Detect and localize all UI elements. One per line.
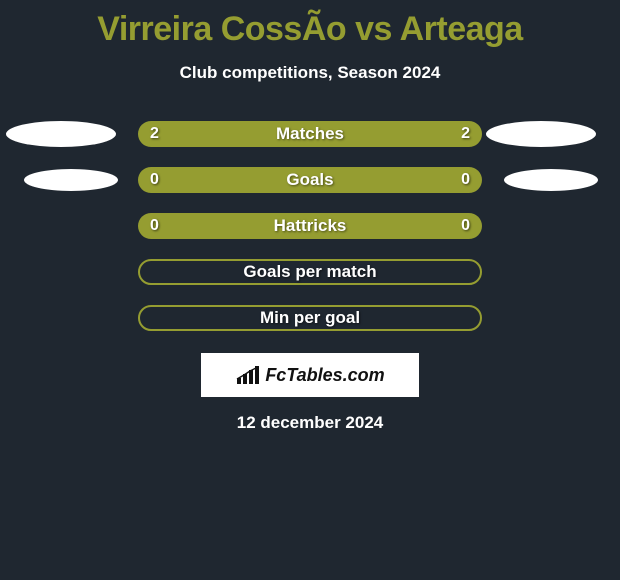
stat-label: Matches	[276, 124, 344, 144]
right-ellipse	[486, 121, 596, 147]
left-ellipse	[6, 121, 116, 147]
stat-right-value: 0	[461, 217, 470, 235]
comparison-row: Goals per match	[0, 249, 620, 295]
logo-text: FcTables.com	[265, 365, 384, 386]
stat-bar: 2 Matches 2	[138, 121, 482, 147]
stat-right-value: 2	[461, 125, 470, 143]
stat-left-value: 0	[150, 171, 159, 189]
left-ellipse	[24, 169, 118, 191]
comparison-rows: 2 Matches 2 0 Goals 0 0 Hattricks 0 Goals per mat…	[0, 111, 620, 341]
stat-bar: Goals per match	[138, 259, 482, 285]
stat-left-value: 2	[150, 125, 159, 143]
right-ellipse	[504, 169, 598, 191]
date-stamp: 12 december 2024	[0, 413, 620, 433]
stat-right-value: 0	[461, 171, 470, 189]
stat-bar: 0 Goals 0	[138, 167, 482, 193]
stat-label: Goals per match	[243, 262, 376, 282]
stat-label: Hattricks	[274, 216, 347, 236]
stat-bar: Min per goal	[138, 305, 482, 331]
page-title: Virreira CossÃo vs Arteaga	[0, 0, 620, 49]
stat-left-value: 0	[150, 217, 159, 235]
bar-chart-icon	[235, 364, 261, 386]
stat-bar: 0 Hattricks 0	[138, 213, 482, 239]
comparison-row: 0 Goals 0	[0, 157, 620, 203]
comparison-row: 0 Hattricks 0	[0, 203, 620, 249]
subtitle: Club competitions, Season 2024	[0, 63, 620, 83]
stat-label: Goals	[286, 170, 333, 190]
logo: FcTables.com	[235, 364, 384, 386]
comparison-row: Min per goal	[0, 295, 620, 341]
stat-label: Min per goal	[260, 308, 360, 328]
logo-box: FcTables.com	[201, 353, 419, 397]
comparison-row: 2 Matches 2	[0, 111, 620, 157]
